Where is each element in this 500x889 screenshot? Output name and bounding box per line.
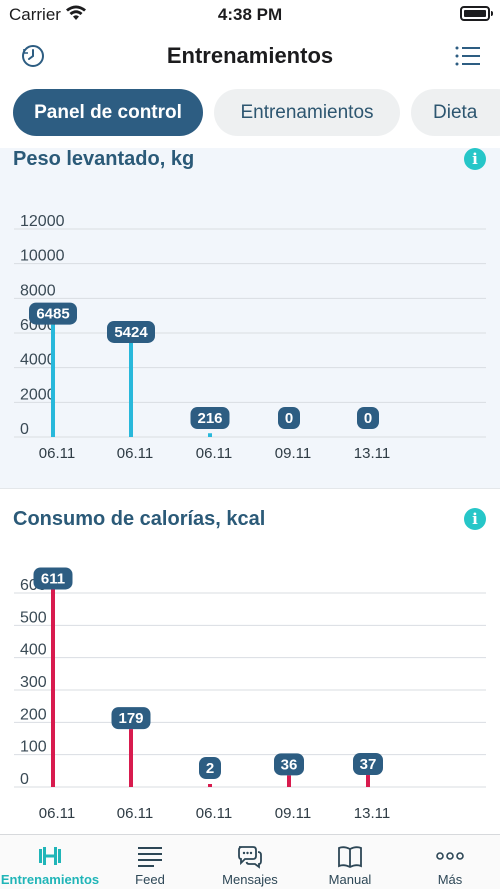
x-category-label: 09.11 bbox=[275, 445, 311, 462]
clock-time: 4:38 PM bbox=[217, 5, 283, 24]
bar[interactable] bbox=[51, 324, 55, 437]
value-label: 36 bbox=[281, 756, 298, 773]
x-category-label: 09.11 bbox=[275, 805, 311, 822]
value-label-badge bbox=[357, 407, 379, 429]
value-label: 611 bbox=[41, 570, 65, 587]
list-menu-icon[interactable] bbox=[454, 43, 480, 69]
x-category-label: 06.11 bbox=[117, 805, 153, 822]
value-label: 0 bbox=[364, 410, 372, 427]
calories-chart-title: Consumo de calorías, kcal bbox=[13, 508, 266, 530]
tabbar-item-mas[interactable]: Más bbox=[400, 835, 500, 889]
calories-chart-panel: Consumo de calorías, kcal i 0 100 200 300 40… bbox=[0, 488, 500, 833]
tabbar-item-entrenamientos[interactable]: Entrenamientos bbox=[0, 835, 100, 889]
bar[interactable] bbox=[51, 589, 55, 787]
value-label: 179 bbox=[118, 710, 143, 727]
bar[interactable] bbox=[129, 729, 133, 787]
tabbar-item-manual[interactable]: Manual bbox=[300, 835, 400, 889]
bar[interactable] bbox=[208, 784, 212, 787]
value-label: 2 bbox=[206, 760, 214, 777]
navigation-bar: Entrenamientos bbox=[0, 34, 500, 78]
tabbar-label: Entrenamientos bbox=[0, 872, 100, 887]
tabbar-label: Manual bbox=[328, 872, 372, 887]
y-tick-label: 400 bbox=[20, 642, 47, 659]
y-tick-label: 10000 bbox=[20, 248, 65, 265]
feed-lines-icon bbox=[138, 847, 162, 867]
wifi-icon bbox=[66, 5, 86, 20]
value-label-badge bbox=[107, 320, 155, 343]
y-tick-label: 500 bbox=[20, 609, 47, 626]
tabbar-label: Feed bbox=[135, 872, 165, 887]
value-label-badge bbox=[111, 707, 151, 730]
more-dots-icon bbox=[436, 852, 464, 860]
info-icon[interactable]: i bbox=[464, 508, 486, 530]
x-category-label: 06.11 bbox=[39, 805, 75, 822]
segment-tabs: Panel de control Entrenamientos Dieta bbox=[0, 89, 500, 137]
dumbbell-icon bbox=[39, 847, 61, 865]
value-label-badge bbox=[33, 567, 73, 590]
y-tick-label: 200 bbox=[20, 706, 47, 723]
page-title: Entrenamientos bbox=[166, 43, 334, 68]
info-icon[interactable]: i bbox=[464, 148, 486, 170]
tab-entrenamientos[interactable]: Entrenamientos bbox=[214, 89, 400, 136]
value-label-badge bbox=[353, 753, 383, 776]
tabbar-item-mensajes[interactable]: Mensajes bbox=[200, 835, 300, 889]
value-label-badge bbox=[278, 407, 300, 429]
y-tick-label: 2000 bbox=[20, 386, 56, 403]
chat-bubbles-icon bbox=[238, 846, 262, 869]
weight-chart-title: Peso levantado, kg bbox=[13, 148, 195, 170]
x-category-label: 13.11 bbox=[354, 805, 390, 822]
weight-bar-chart: 020004000600080001000012000648506.115424… bbox=[14, 213, 486, 462]
y-tick-label: 0 bbox=[20, 421, 29, 438]
y-tick-label: 4000 bbox=[20, 352, 56, 369]
value-label-badge bbox=[274, 753, 304, 776]
battery-icon bbox=[460, 6, 493, 21]
x-category-label: 06.11 bbox=[196, 445, 232, 462]
bar[interactable] bbox=[287, 775, 291, 787]
bottom-tab-bar: Entrenamientos Feed Mensajes Manual bbox=[0, 834, 500, 889]
x-category-label: 06.11 bbox=[117, 445, 153, 462]
bar[interactable] bbox=[366, 775, 370, 787]
value-label-badge bbox=[199, 757, 221, 779]
value-label-badge bbox=[29, 302, 77, 325]
weight-chart-panel: Peso levantado, kg i 0 2000 4000 6000 8000 10… bbox=[0, 148, 500, 488]
tab-dieta[interactable]: Dieta bbox=[411, 89, 500, 136]
value-label: 6485 bbox=[36, 306, 69, 323]
bar[interactable] bbox=[129, 342, 133, 437]
carrier-label: Carrier bbox=[9, 5, 61, 24]
value-label: 37 bbox=[360, 756, 377, 773]
value-label: 0 bbox=[285, 410, 293, 427]
y-tick-label: 0 bbox=[20, 771, 29, 788]
tabbar-label: Más bbox=[437, 872, 463, 887]
book-icon bbox=[338, 846, 362, 869]
y-tick-label: 300 bbox=[20, 674, 47, 691]
status-bar: Carrier 4:38 PM bbox=[0, 0, 500, 30]
bar[interactable] bbox=[208, 433, 212, 437]
value-label: 5424 bbox=[114, 324, 148, 341]
calories-bar-chart: 010020030040050060061106.1117906.11206.1… bbox=[14, 567, 486, 822]
tabbar-label: Mensajes bbox=[222, 872, 278, 887]
tab-panel-de-control[interactable]: Panel de control bbox=[13, 89, 203, 136]
history-clock-icon[interactable] bbox=[20, 43, 46, 69]
y-tick-label: 8000 bbox=[20, 282, 56, 299]
y-tick-label: 100 bbox=[20, 739, 47, 756]
value-label: 216 bbox=[197, 410, 222, 427]
x-category-label: 06.11 bbox=[39, 445, 75, 462]
tabbar-item-feed[interactable]: Feed bbox=[100, 835, 200, 889]
y-tick-label: 12000 bbox=[20, 213, 65, 230]
x-category-label: 06.11 bbox=[196, 805, 232, 822]
x-category-label: 13.11 bbox=[354, 445, 390, 462]
value-label-badge bbox=[190, 407, 230, 429]
